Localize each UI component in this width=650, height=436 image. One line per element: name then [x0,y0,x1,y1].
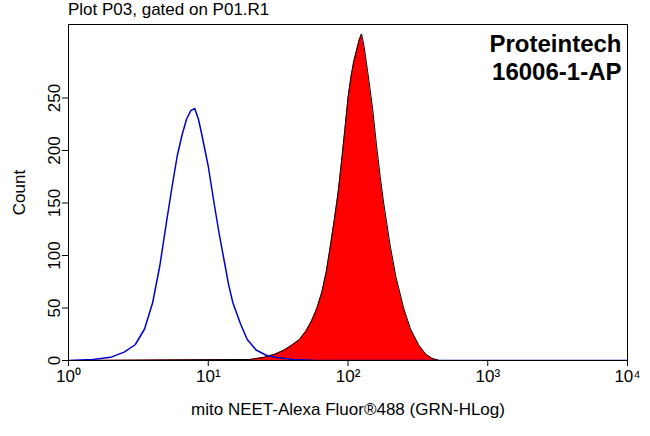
html-text:Plot P03, gated on P01.R1: Plot P03, gated on P01.R1 [68,0,270,19]
svg-text:50: 50 [45,299,64,318]
svg-text:mito NEET-Alexa Fluor®488 (GRN: mito NEET-Alexa Fluor®488 (GRN-HLog) [191,400,505,419]
svg-text:150: 150 [45,189,64,217]
svg-text:10¹: 10¹ [196,367,221,386]
svg-text:250: 250 [45,84,64,112]
svg-text:100: 100 [45,241,64,269]
svg-text:0: 0 [45,356,64,365]
svg-text:10⁰: 10⁰ [56,367,81,386]
svg-text:10⁴: 10⁴ [614,367,640,386]
svg-text:Proteintech16006-1-AP: Proteintech16006-1-AP [489,30,621,85]
svg-text:Count: Count [10,170,29,216]
svg-text:10³: 10³ [475,367,500,386]
svg-text:10²: 10² [336,367,361,386]
svg-text:200: 200 [45,136,64,164]
